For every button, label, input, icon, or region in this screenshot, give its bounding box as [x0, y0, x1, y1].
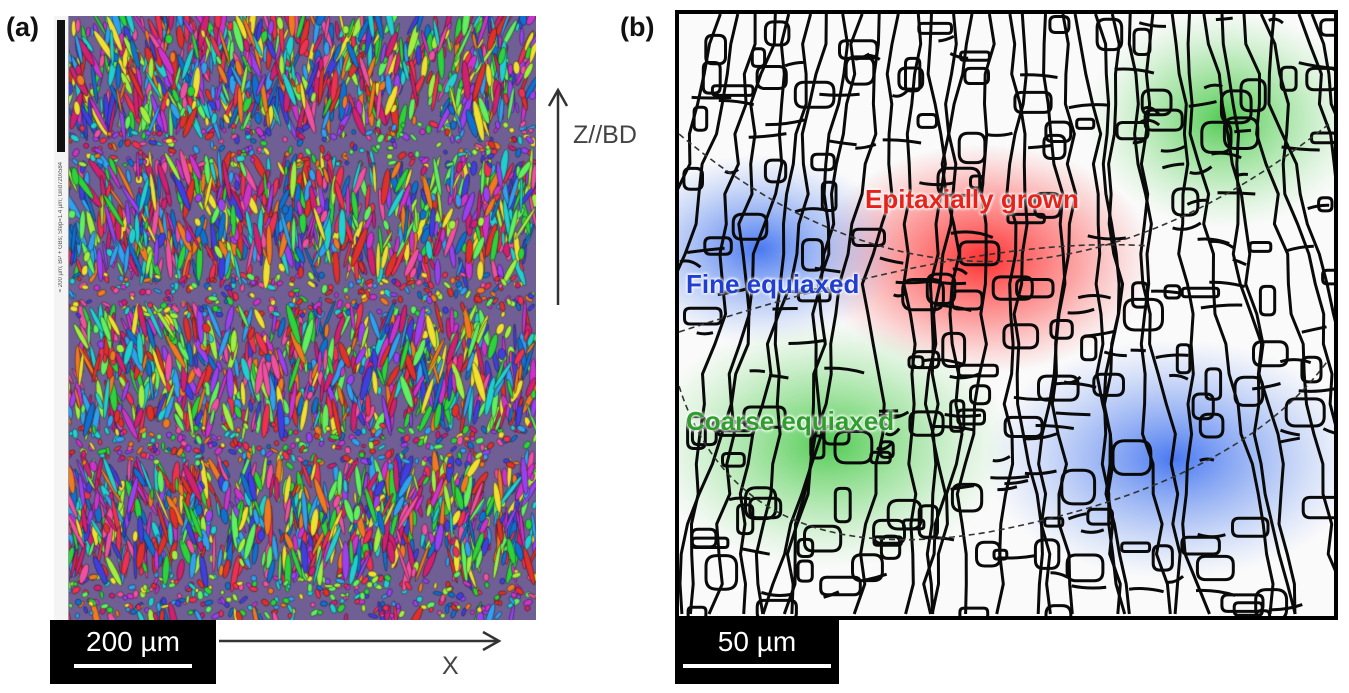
- scale-bar-b-line: [683, 664, 831, 668]
- x-axis-label: X: [442, 652, 459, 680]
- melt-pool-boundaries: [679, 123, 1330, 541]
- grain-boundaries: [679, 14, 1334, 616]
- z-arrow-head-icon: [547, 87, 569, 107]
- grain-schematic: [675, 10, 1338, 620]
- panel-a-label: (a): [6, 12, 39, 42]
- scale-bar-a-line: [74, 664, 192, 668]
- zone-label-coarse-equiaxed: Coarse equiaxed: [686, 406, 895, 436]
- x-arrow-head-icon: [482, 630, 502, 652]
- z-axis-label: Z//BD: [573, 121, 637, 149]
- ebsd-orientation-map: [54, 16, 536, 620]
- scale-bar-a: 200 µm: [50, 620, 216, 684]
- zone-label-epitaxial: Epitaxially grown: [865, 184, 1079, 214]
- scale-bar-b: 50 µm: [675, 620, 839, 684]
- strip-scale-bar: [57, 20, 65, 152]
- zone-label-fine-equiaxed: Fine equiaxed: [686, 269, 860, 299]
- scale-bar-b-label: 50 µm: [717, 626, 797, 657]
- scan-info-strip: = 200 µm; BP + GBs; Step=1.4 µm; Grid720…: [54, 16, 69, 620]
- scale-bar-a-label: 200 µm: [86, 626, 180, 657]
- panel-b-label: (b): [620, 12, 655, 42]
